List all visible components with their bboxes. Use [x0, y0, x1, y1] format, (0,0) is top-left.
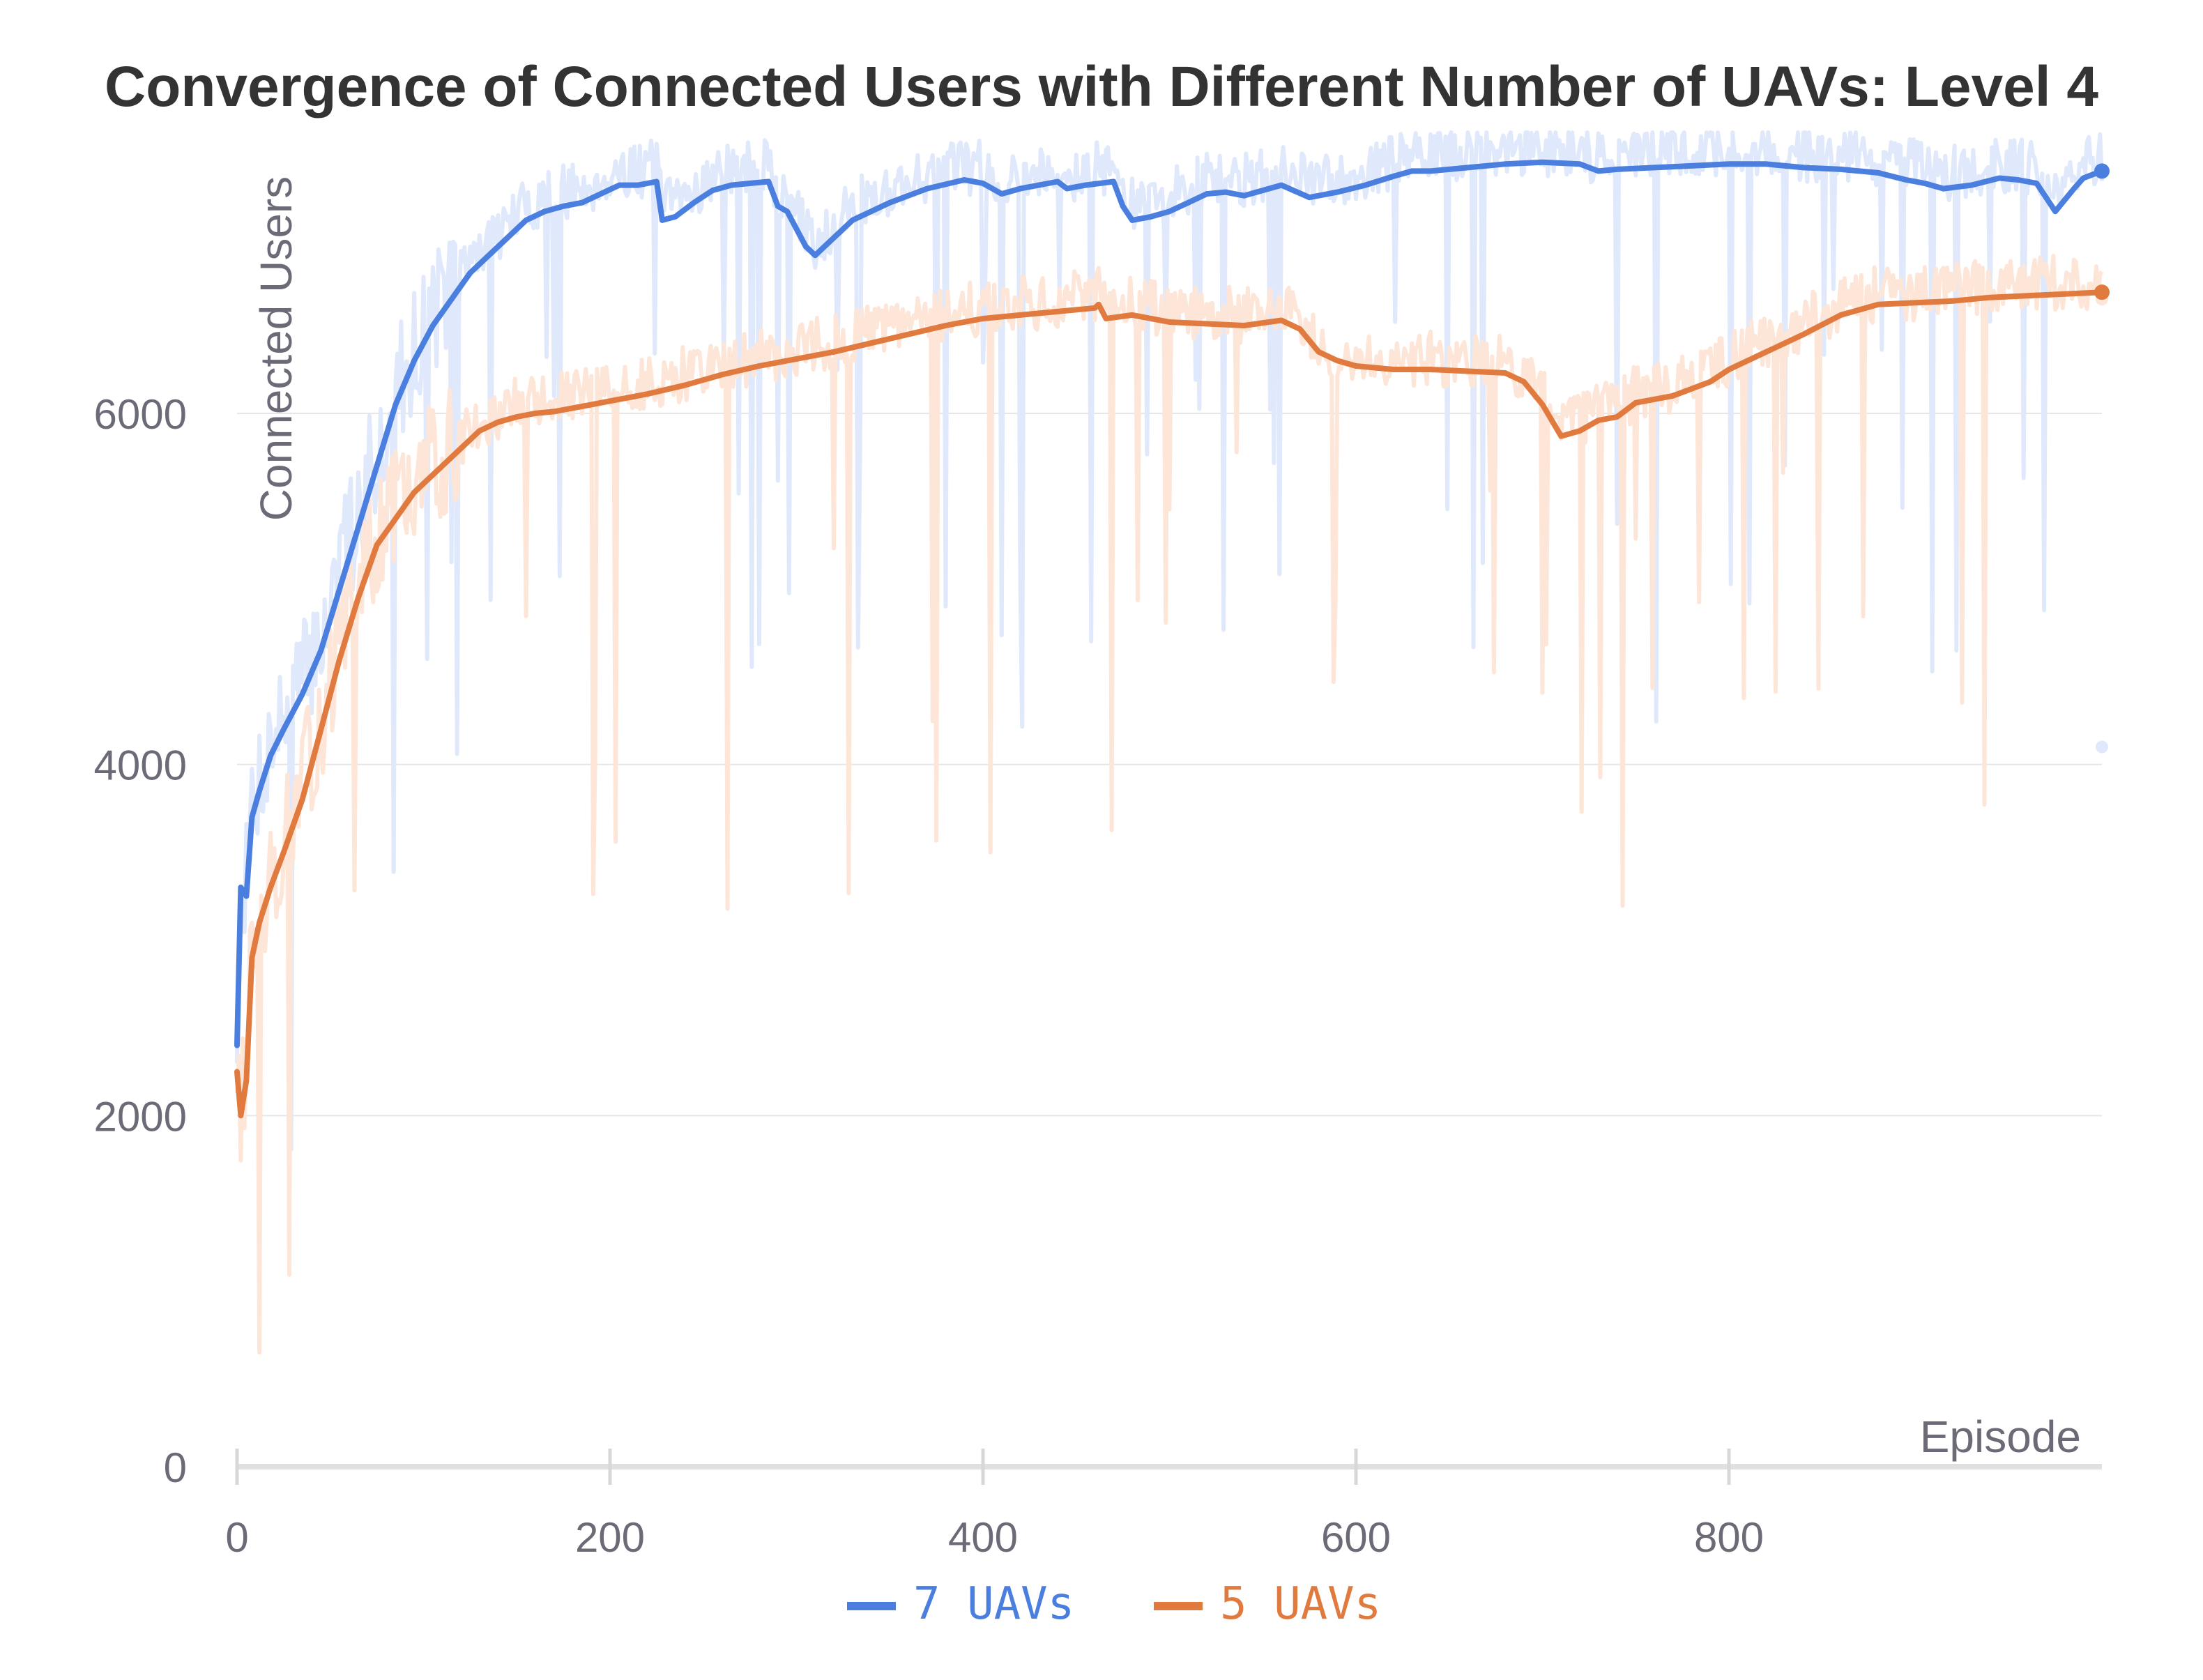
y-tick-label: 0 — [164, 1444, 187, 1491]
y-tick-label: 2000 — [94, 1093, 187, 1140]
y-tick-label: 6000 — [94, 391, 187, 438]
smoothed-series-5-uavs — [234, 289, 2105, 1119]
series-end-point — [2094, 284, 2110, 300]
axis-layer: 0 2000 4000 6000 0 200 400 600 800 — [94, 391, 2102, 1561]
x-tick-label: 800 — [1694, 1514, 1764, 1561]
raw-series-5-uavs — [235, 254, 2104, 1355]
x-tick-label: 400 — [948, 1514, 1018, 1561]
legend-label: 7 UAVs — [913, 1578, 1074, 1630]
chart-title: Convergence of Connected Users with Diff… — [105, 55, 2098, 119]
raw-end-point — [2096, 740, 2108, 754]
y-tick-label: 4000 — [94, 742, 187, 789]
smoothed-series-7-uavs — [234, 159, 2105, 1048]
raw-series-layer — [235, 130, 2108, 1355]
x-tick-label: 200 — [575, 1514, 645, 1561]
smoothed-series-layer — [234, 159, 2110, 1119]
x-tick-label: 600 — [1321, 1514, 1391, 1561]
y-axis-title: Connected Users — [251, 176, 301, 521]
x-tick-label: 0 — [225, 1514, 248, 1561]
legend: 7 UAVs 5 UAVs — [847, 1578, 1381, 1630]
raw-series-7-uavs — [235, 130, 2104, 1152]
legend-label: 5 UAVs — [1220, 1578, 1381, 1630]
x-axis-title: Episode — [1920, 1412, 2081, 1462]
series-end-point — [2094, 163, 2110, 179]
